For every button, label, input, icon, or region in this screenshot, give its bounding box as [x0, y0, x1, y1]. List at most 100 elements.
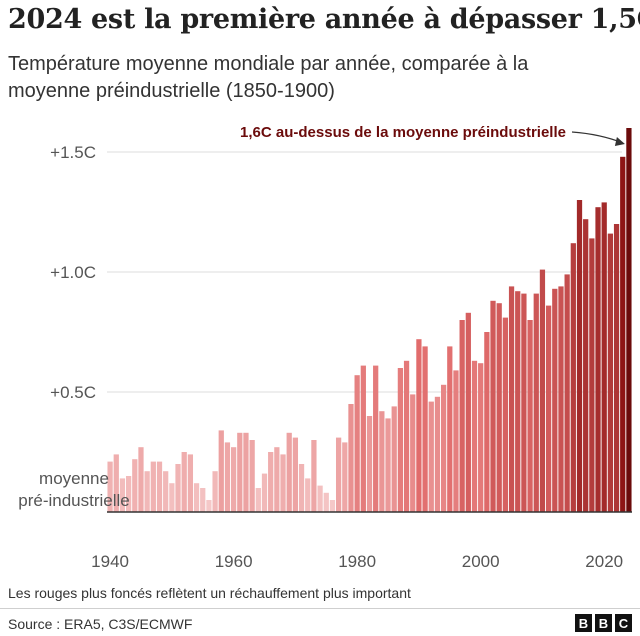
- x-tick-label: 1980: [338, 552, 376, 571]
- bar: [490, 300, 496, 512]
- baseline-label: pré-industrielle: [18, 491, 130, 510]
- annotation-label: 1,6C au-dessus de la moyenne préindustri…: [240, 124, 566, 141]
- logo-letter: B: [575, 614, 592, 632]
- bar: [552, 288, 558, 512]
- bar: [218, 430, 224, 512]
- bar: [138, 447, 144, 512]
- bar: [107, 461, 113, 512]
- bar: [620, 156, 626, 513]
- bar: [230, 447, 237, 512]
- bar: [453, 370, 459, 512]
- bar: [187, 454, 194, 512]
- bar: [428, 401, 434, 512]
- bar: [366, 416, 373, 512]
- bar: [360, 365, 366, 512]
- bar: [583, 219, 589, 512]
- x-tick-label: 2020: [585, 552, 623, 571]
- bar: [125, 476, 132, 512]
- bar: [459, 320, 465, 512]
- color-note: Les rouges plus foncés reflètent un réch…: [8, 585, 411, 601]
- bar: [410, 394, 416, 512]
- bar: [274, 447, 280, 512]
- bar: [545, 305, 552, 512]
- bar: [496, 303, 502, 512]
- bar: [385, 418, 391, 512]
- y-tick-label: +0.5C: [50, 383, 96, 402]
- bar: [373, 365, 379, 512]
- bar: [243, 432, 249, 512]
- bar: [613, 224, 620, 512]
- chart-title: 2024 est la première année à dépasser 1,…: [8, 4, 640, 35]
- bar: [589, 238, 595, 512]
- bar: [595, 207, 601, 512]
- bar: [471, 360, 478, 512]
- bar: [255, 488, 261, 512]
- bar: [576, 200, 583, 512]
- logo-letter: C: [615, 614, 632, 632]
- annotation-arrow: [571, 131, 624, 144]
- annotation-arrowhead: [614, 137, 625, 146]
- bar: [570, 243, 576, 512]
- bar: [169, 483, 175, 512]
- bar: [607, 233, 614, 512]
- logo-letter: B: [595, 614, 612, 632]
- bar: [447, 346, 453, 512]
- bar: [379, 411, 385, 512]
- bar: [558, 286, 564, 512]
- bar: [601, 202, 607, 512]
- bar: [342, 442, 348, 512]
- bar: [224, 442, 231, 512]
- bar: [292, 437, 299, 512]
- bar: [440, 384, 447, 512]
- bar: [564, 274, 570, 512]
- y-tick-label: +1.0C: [50, 263, 96, 282]
- bar: [391, 406, 397, 512]
- bar: [527, 320, 533, 512]
- bar: [280, 454, 286, 512]
- bar: [305, 478, 311, 512]
- bar: [237, 432, 243, 512]
- bar: [175, 464, 181, 512]
- bar: [261, 473, 268, 512]
- bar: [515, 291, 521, 512]
- bar: [249, 440, 255, 512]
- bar: [434, 396, 441, 512]
- bar: [502, 317, 509, 512]
- bar: [465, 312, 471, 512]
- bar: [626, 128, 632, 512]
- bar: [354, 375, 360, 512]
- bar: [206, 500, 212, 512]
- bar: [397, 368, 404, 512]
- bar: [539, 269, 546, 512]
- bar: [193, 483, 200, 512]
- source-text: Source : ERA5, C3S/ECMWF: [8, 616, 193, 632]
- bar: [348, 404, 354, 512]
- y-tick-label: +1.5C: [50, 143, 96, 162]
- bar: [335, 437, 342, 512]
- bar: [181, 452, 187, 512]
- bar: [286, 432, 292, 512]
- baseline-label: moyenne: [39, 469, 109, 488]
- bar: [422, 346, 428, 512]
- bar: [317, 485, 323, 512]
- bar: [533, 293, 539, 512]
- bar: [144, 471, 150, 512]
- bar: [521, 293, 527, 512]
- bar: [163, 471, 169, 512]
- bar: [113, 454, 119, 512]
- footer-divider: [0, 608, 640, 609]
- bar: [200, 488, 206, 512]
- bar: [403, 360, 410, 512]
- bar: [311, 440, 317, 512]
- chart-subtitle: Température moyenne mondiale par année, …: [8, 53, 529, 102]
- bar: [132, 459, 138, 512]
- bar: [212, 471, 218, 512]
- bar: [119, 478, 126, 512]
- bar-chart: +0.5C +1.0C +1.5C moyenne pré-industrielle 19…: [18, 124, 632, 571]
- bbc-logo: B B C: [575, 614, 632, 632]
- bar: [323, 492, 329, 512]
- bar: [156, 461, 163, 512]
- bar: [150, 461, 156, 512]
- x-tick-label: 1940: [91, 552, 129, 571]
- bar: [329, 500, 336, 512]
